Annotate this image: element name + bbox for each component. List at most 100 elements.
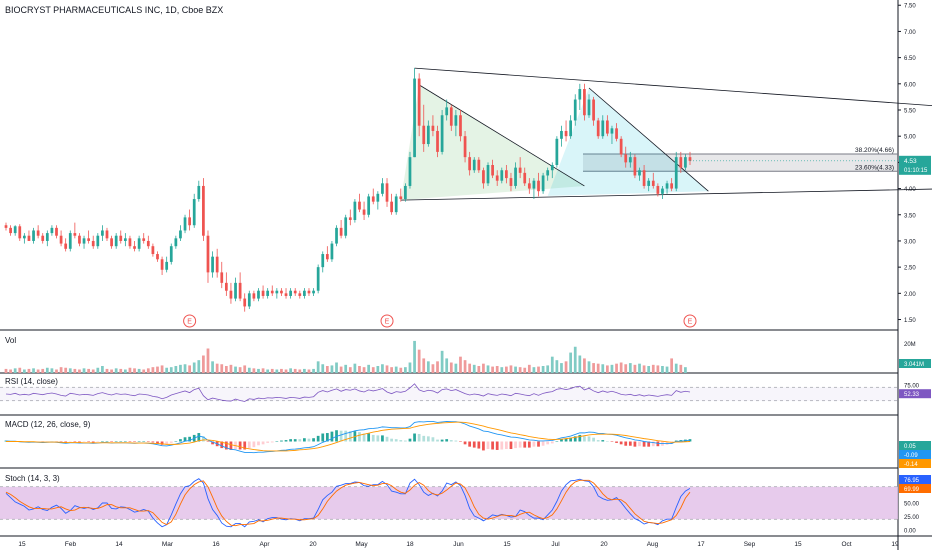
volume-bar — [642, 365, 646, 373]
candle-body — [101, 230, 104, 236]
price-tick-label: 3.00 — [904, 239, 916, 245]
macd-histogram-bar — [463, 441, 467, 445]
macd-histogram-bar — [142, 441, 146, 442]
candle-body — [280, 290, 283, 294]
macd-histogram-bar — [156, 441, 159, 444]
volume-bar — [298, 369, 302, 373]
candle-body — [569, 120, 573, 137]
macd-histogram-bar — [197, 433, 201, 442]
candle-body — [68, 233, 72, 249]
price-tick-label: 1.50 — [904, 318, 916, 324]
candle-body — [183, 217, 187, 231]
rsi-last-value: 52.33 — [904, 392, 920, 398]
candle-body — [482, 170, 485, 184]
volume-bar — [523, 367, 527, 373]
earnings-marker — [183, 314, 197, 328]
candle-body — [211, 256, 214, 273]
macd-histogram-bar — [128, 441, 132, 442]
candle-body — [665, 183, 669, 189]
candle-body — [174, 238, 178, 247]
volume-bar — [619, 362, 623, 373]
candle-body — [518, 167, 522, 173]
time-tick-label: Jun — [453, 541, 464, 548]
volume-bar — [87, 368, 90, 373]
candle-body — [179, 230, 182, 239]
candle-body — [628, 157, 632, 163]
candle-body — [546, 170, 550, 176]
macd-histogram-bar — [105, 441, 109, 442]
stoch-last-value: 76.95 — [904, 478, 920, 484]
macd-histogram-bar — [426, 436, 430, 442]
macd-histogram-bar — [101, 441, 104, 442]
candle-body — [633, 157, 637, 176]
volume-bar — [546, 365, 550, 373]
volume-bar — [179, 364, 182, 373]
macd-histogram-bar — [491, 441, 494, 450]
volume-bar — [541, 366, 545, 373]
macd-histogram-bar — [275, 441, 279, 442]
stoch-band — [0, 486, 898, 520]
volume-bar — [202, 355, 205, 373]
volume-bar — [514, 366, 517, 373]
volume-bar — [449, 362, 453, 373]
earnings-marker-label: E — [385, 319, 390, 326]
macd-histogram-bar — [674, 440, 678, 442]
macd-histogram-bar — [408, 438, 412, 442]
candle-body — [275, 290, 279, 294]
candle-body — [261, 290, 265, 296]
candle-body — [610, 128, 614, 134]
macd-histogram-bar — [578, 434, 582, 442]
macd-histogram-bar — [376, 435, 380, 442]
volume-bar — [257, 368, 260, 373]
candle-body — [459, 115, 462, 137]
volume-bar — [482, 363, 485, 373]
candle-body — [500, 170, 504, 181]
macd-histogram-bar — [601, 440, 605, 442]
price-tick-label: 6.50 — [904, 56, 916, 62]
volume-bar — [472, 364, 476, 373]
chart-title: BIOCRYST PHARMACEUTICALS INC, 1D, Cboe B… — [5, 5, 224, 15]
volume-bar — [284, 369, 288, 373]
fib-level-label: 23.60%(4.33) — [855, 164, 894, 171]
stoch-d-line — [5, 479, 691, 527]
candle-body — [684, 157, 687, 168]
volume-bar — [661, 366, 664, 373]
time-tick-label: 14 — [115, 541, 123, 548]
macd-histogram-bar — [486, 441, 490, 450]
candle-body — [495, 175, 499, 181]
macd-histogram-bar — [87, 441, 90, 442]
candle-body — [87, 238, 90, 241]
stoch-k-line — [5, 478, 691, 528]
candle-body — [596, 120, 600, 137]
last-price-value: 4.53 — [904, 158, 917, 165]
price-tick-label: 3.50 — [904, 213, 916, 219]
volume-bar — [532, 367, 536, 373]
candle-body — [202, 185, 205, 236]
candle-body — [128, 238, 132, 247]
macd-histogram-bar — [472, 441, 476, 448]
candle-body — [293, 290, 297, 294]
stoch-label: Stoch (14, 3, 3) — [5, 474, 60, 483]
volume-bar — [459, 356, 462, 373]
candle-body — [55, 227, 58, 236]
candle-body — [606, 120, 609, 134]
volume-bar — [293, 368, 297, 373]
macd-last-value: 0.05 — [904, 444, 916, 450]
candle-body — [486, 165, 490, 184]
volume-bar — [610, 364, 614, 373]
macd-histogram-bar — [243, 441, 247, 450]
candle-body — [670, 183, 674, 189]
candle-body — [523, 172, 527, 184]
volume-bar — [146, 368, 150, 373]
macd-histogram-bar — [202, 436, 205, 442]
volume-bar — [110, 369, 113, 373]
stoch-axis-label: 0.00 — [904, 529, 916, 535]
candle-body — [527, 183, 531, 189]
volume-bar — [477, 366, 481, 373]
candle-body — [142, 238, 146, 241]
candle-body — [45, 233, 49, 241]
candle-body — [82, 238, 86, 244]
volume-bar — [550, 356, 554, 373]
macd-histogram-bar — [404, 440, 407, 442]
